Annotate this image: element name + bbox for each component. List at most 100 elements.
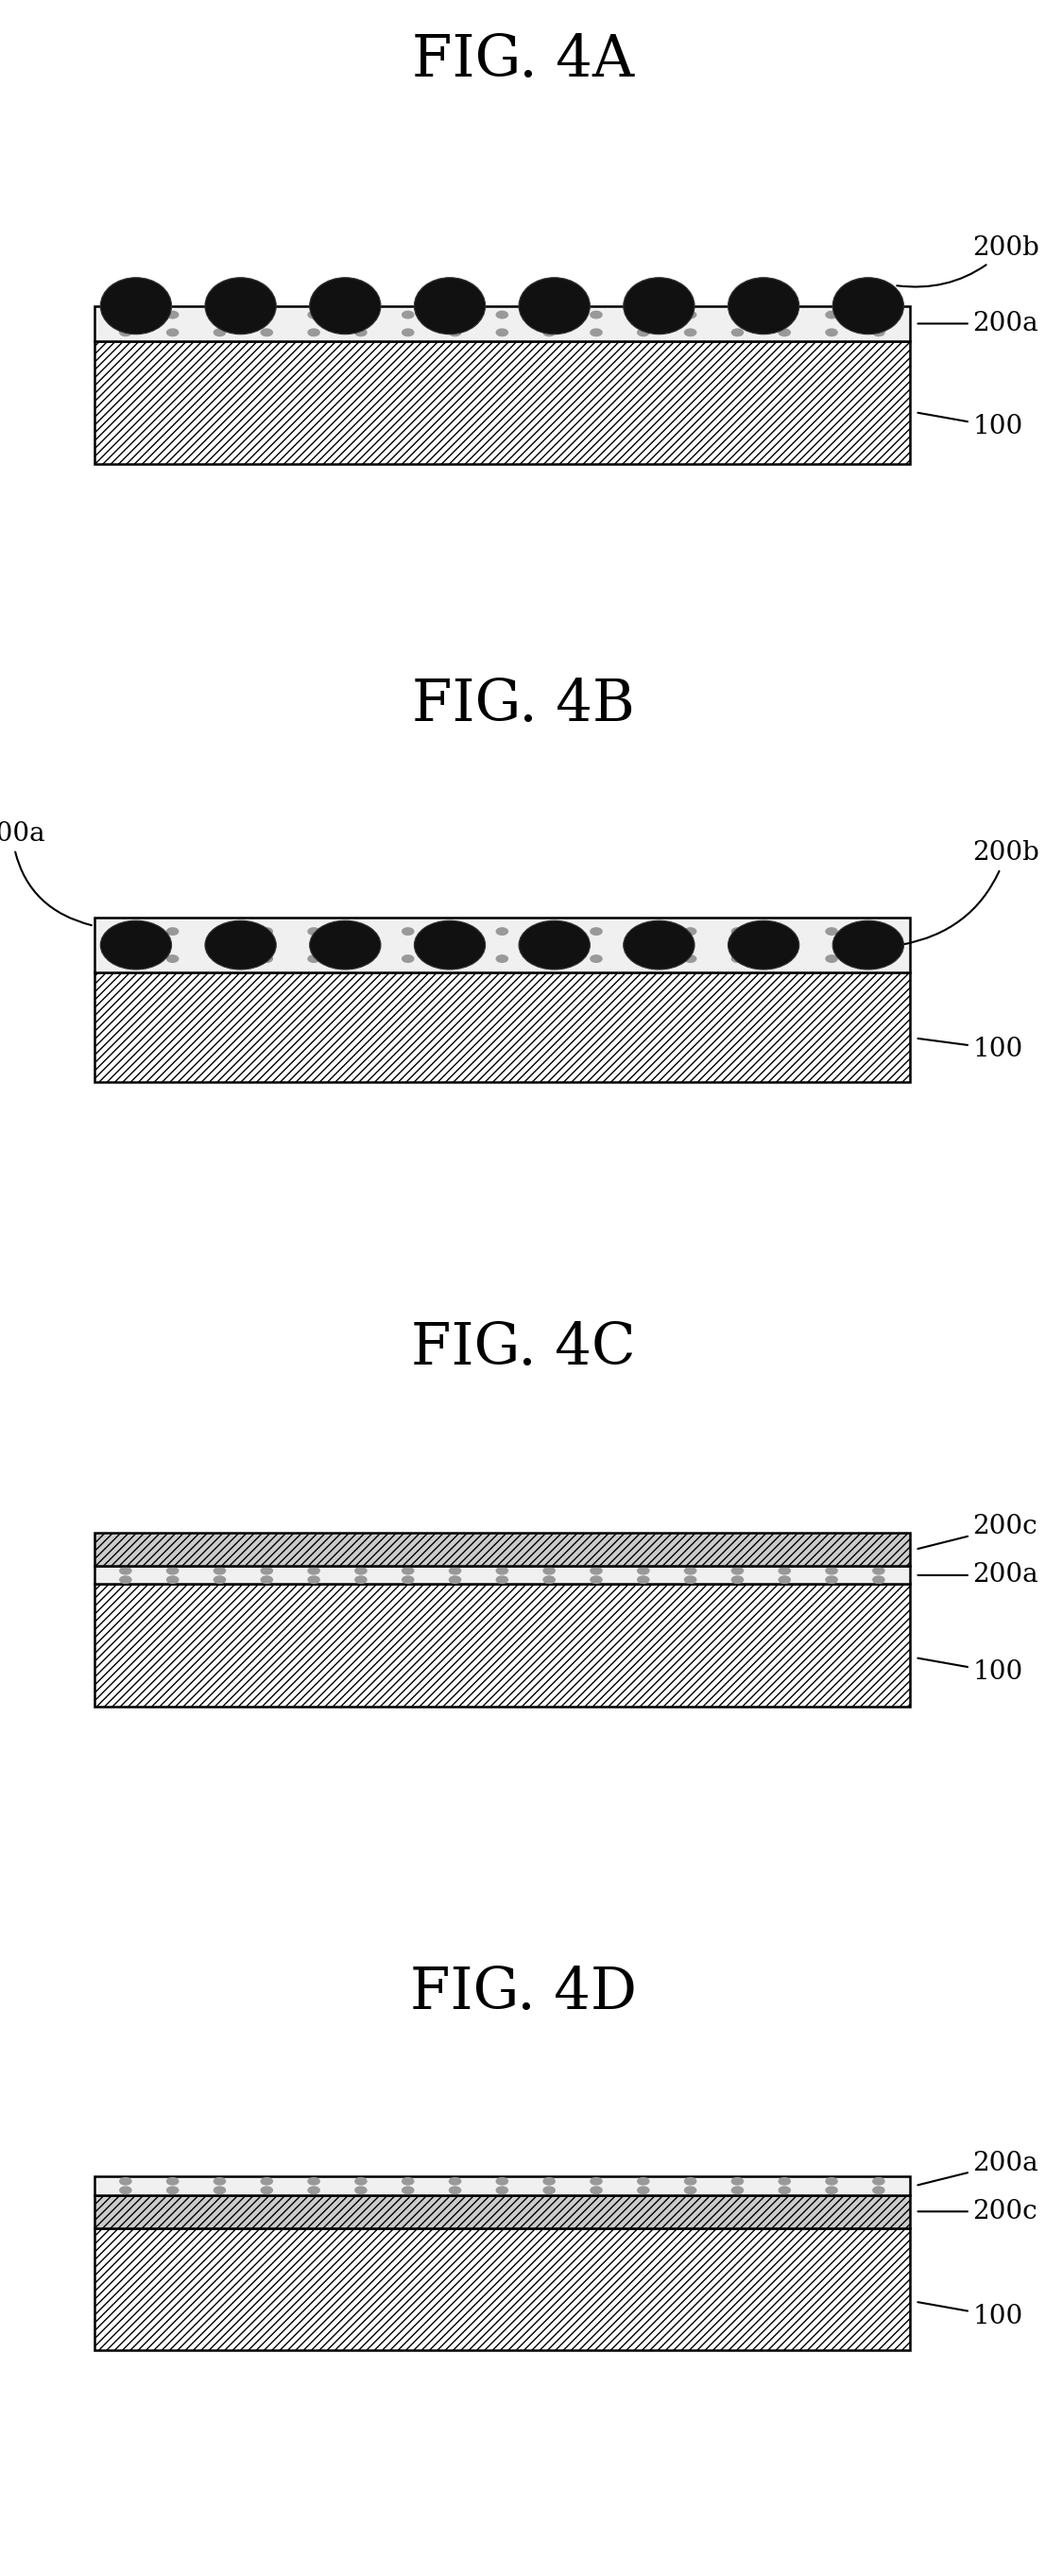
Text: 100: 100 (917, 2303, 1023, 2329)
Circle shape (544, 312, 554, 319)
Circle shape (402, 330, 413, 335)
Circle shape (308, 330, 320, 335)
Circle shape (449, 312, 460, 319)
Ellipse shape (623, 920, 695, 969)
Circle shape (826, 2187, 837, 2195)
Circle shape (355, 2187, 367, 2195)
Circle shape (778, 330, 790, 335)
Ellipse shape (205, 278, 276, 335)
Text: 200a: 200a (918, 312, 1039, 337)
Bar (94, 1533, 910, 1566)
Circle shape (778, 1566, 790, 1574)
Bar (94, 340, 910, 464)
Circle shape (308, 2177, 320, 2184)
Bar (94, 917, 910, 971)
Circle shape (213, 1577, 225, 1584)
Circle shape (590, 330, 602, 335)
Circle shape (684, 2187, 697, 2195)
Text: 200a: 200a (0, 822, 92, 925)
Circle shape (166, 312, 178, 319)
Circle shape (778, 2187, 790, 2195)
Circle shape (637, 2187, 649, 2195)
Circle shape (497, 312, 507, 319)
Bar (94, 2195, 910, 2228)
Bar (94, 1584, 910, 1705)
Circle shape (497, 1566, 507, 1574)
Circle shape (260, 956, 272, 963)
Bar (94, 971, 910, 1082)
Text: FIG. 4A: FIG. 4A (412, 31, 634, 90)
Circle shape (166, 927, 178, 935)
Circle shape (497, 2187, 507, 2195)
Circle shape (590, 2177, 602, 2184)
Circle shape (497, 330, 507, 335)
Circle shape (732, 1566, 743, 1574)
Circle shape (402, 2187, 413, 2195)
Circle shape (637, 927, 649, 935)
Circle shape (544, 2177, 554, 2184)
Circle shape (826, 330, 837, 335)
Circle shape (355, 2177, 367, 2184)
Circle shape (872, 1577, 884, 1584)
Circle shape (684, 312, 697, 319)
Circle shape (355, 1566, 367, 1574)
Circle shape (544, 956, 554, 963)
Ellipse shape (833, 920, 904, 969)
Circle shape (166, 330, 178, 335)
Circle shape (544, 1566, 554, 1574)
Circle shape (119, 1566, 132, 1574)
Circle shape (308, 2187, 320, 2195)
Circle shape (826, 927, 837, 935)
Circle shape (497, 1577, 507, 1584)
Circle shape (166, 1566, 178, 1574)
Circle shape (732, 1577, 743, 1584)
Circle shape (449, 330, 460, 335)
Circle shape (213, 956, 225, 963)
Circle shape (119, 2187, 132, 2195)
Circle shape (402, 2177, 413, 2184)
Circle shape (684, 330, 697, 335)
Ellipse shape (519, 278, 590, 335)
Circle shape (260, 1566, 272, 1574)
Circle shape (260, 927, 272, 935)
Circle shape (449, 1577, 460, 1584)
Circle shape (732, 330, 743, 335)
Circle shape (497, 956, 507, 963)
Text: 200a: 200a (917, 2151, 1039, 2184)
Circle shape (260, 312, 272, 319)
Ellipse shape (623, 278, 695, 335)
Circle shape (590, 927, 602, 935)
Circle shape (402, 956, 413, 963)
Circle shape (308, 1577, 320, 1584)
Circle shape (449, 927, 460, 935)
Circle shape (778, 956, 790, 963)
Circle shape (119, 312, 132, 319)
Bar (94, 1566, 910, 1584)
Circle shape (260, 2187, 272, 2195)
Circle shape (260, 330, 272, 335)
Circle shape (355, 1577, 367, 1584)
Circle shape (355, 312, 367, 319)
Text: 100: 100 (917, 1659, 1023, 1685)
Bar (94, 2177, 910, 2195)
Circle shape (213, 312, 225, 319)
Circle shape (826, 1577, 837, 1584)
Circle shape (119, 330, 132, 335)
Circle shape (544, 330, 554, 335)
Circle shape (826, 956, 837, 963)
Circle shape (355, 956, 367, 963)
Circle shape (590, 1577, 602, 1584)
Circle shape (402, 1577, 413, 1584)
Circle shape (308, 312, 320, 319)
Circle shape (684, 956, 697, 963)
Circle shape (637, 1566, 649, 1574)
Ellipse shape (100, 278, 172, 335)
Ellipse shape (310, 920, 381, 969)
Circle shape (684, 2177, 697, 2184)
Circle shape (684, 1577, 697, 1584)
Ellipse shape (833, 278, 904, 335)
Circle shape (119, 1577, 132, 1584)
Circle shape (684, 1566, 697, 1574)
Circle shape (590, 956, 602, 963)
Ellipse shape (205, 920, 276, 969)
